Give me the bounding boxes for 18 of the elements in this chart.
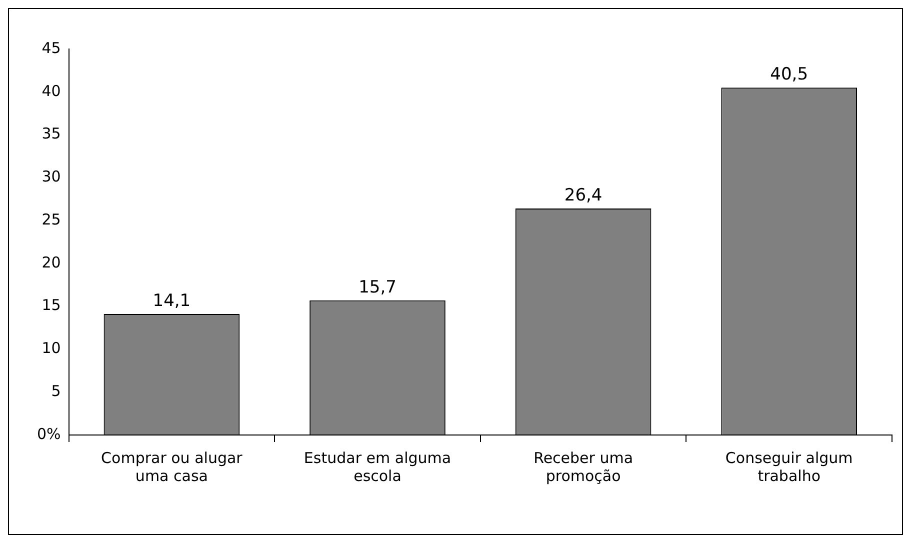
x-tick-label: Comprar ou alugar uma casa bbox=[101, 448, 244, 485]
y-tick-label: 5 bbox=[51, 382, 61, 400]
y-tick-label: 45 bbox=[42, 38, 61, 57]
y-tick-label: 0% bbox=[37, 424, 61, 443]
data-label: 15,7 bbox=[358, 277, 396, 298]
data-label: 26,4 bbox=[564, 185, 602, 206]
x-tick-label: Estudar em alguma escola bbox=[304, 448, 452, 485]
y-tick-label: 15 bbox=[42, 296, 61, 314]
data-label: 14,1 bbox=[152, 290, 191, 311]
y-tick-label: 30 bbox=[42, 168, 61, 186]
y-tick-label: 35 bbox=[42, 124, 61, 143]
data-label: 40,5 bbox=[770, 64, 808, 85]
y-tick-label: 20 bbox=[42, 253, 61, 272]
x-tick-label: Receber uma promoção bbox=[534, 448, 634, 485]
y-tick-label: 25 bbox=[42, 210, 61, 228]
x-tick-label: Conseguir algum trabalho bbox=[725, 448, 853, 485]
y-tick-label: 10 bbox=[42, 339, 61, 358]
y-tick-label: 40 bbox=[42, 82, 61, 100]
